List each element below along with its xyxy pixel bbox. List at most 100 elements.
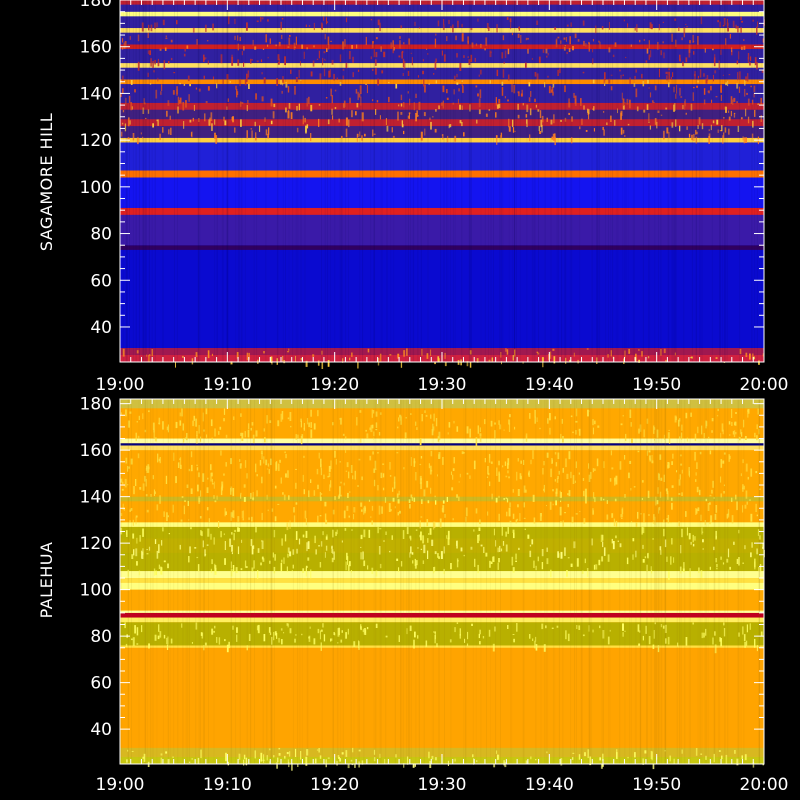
palehua-speckle <box>195 418 197 427</box>
palehua-speckle <box>671 538 673 545</box>
palehua-streak <box>203 399 205 764</box>
palehua-speckle <box>207 477 209 480</box>
sagamore-hill-speckle <box>170 39 173 43</box>
palehua-speckle <box>658 473 660 481</box>
palehua-speckle <box>488 472 490 476</box>
palehua-band <box>120 443 764 446</box>
palehua-speckle <box>266 468 269 470</box>
sagamore-hill-speckle <box>334 89 337 92</box>
palehua-speckle <box>346 552 348 560</box>
sagamore-hill-speckle <box>470 54 473 63</box>
palehua-speckle <box>434 631 436 634</box>
palehua-speckle <box>260 450 263 455</box>
sagamore-hill-streak <box>334 0 336 362</box>
palehua-speckle <box>347 628 349 635</box>
sagamore-hill-speckle <box>583 105 585 110</box>
sagamore-hill-speckle <box>277 61 280 65</box>
palehua-streak <box>400 399 402 764</box>
sagamore-hill-speckle <box>730 110 732 117</box>
sagamore-hill-streak <box>413 0 415 362</box>
palehua-streak <box>120 399 122 764</box>
palehua-streak <box>629 399 631 764</box>
palehua-speckle <box>517 489 520 496</box>
sagamore-hill-speckle <box>358 93 361 98</box>
sagamore-hill-speckle <box>653 102 655 103</box>
sagamore-hill-speckle <box>272 111 275 119</box>
sagamore-hill-speckle <box>548 85 551 94</box>
sagamore-hill-speckle <box>173 72 176 74</box>
palehua-streak <box>433 399 434 764</box>
palehua-speckle <box>638 428 640 434</box>
sagamore-hill-speckle <box>305 360 308 367</box>
palehua-speckle <box>505 531 507 537</box>
palehua-speckle <box>367 565 369 570</box>
palehua-speckle <box>325 759 327 768</box>
palehua-speckle <box>278 753 281 756</box>
palehua-speckle <box>645 625 647 634</box>
sagamore-hill-speckle <box>684 101 686 110</box>
palehua-speckle <box>180 464 182 469</box>
sagamore-hill-speckle <box>137 34 140 42</box>
palehua-streak <box>475 399 477 764</box>
palehua-speckle <box>508 476 510 479</box>
sagamore-hill-speckle <box>370 19 373 21</box>
palehua-speckle <box>505 475 508 478</box>
sagamore-hill-streak <box>410 0 412 362</box>
sagamore-hill-speckle <box>434 128 437 133</box>
palehua-speckle <box>638 630 641 633</box>
palehua-streak <box>740 399 742 764</box>
palehua-speckle <box>393 481 396 489</box>
palehua-speckle <box>414 564 417 569</box>
sagamore-hill-x-tick-label: 19:00 <box>96 375 145 395</box>
sagamore-hill-speckle <box>574 33 577 39</box>
sagamore-hill-speckle <box>193 104 195 111</box>
palehua-speckle <box>599 625 601 629</box>
palehua-speckle <box>166 426 169 431</box>
palehua-speckle <box>196 464 198 466</box>
palehua-speckle <box>345 561 347 571</box>
palehua-streak <box>535 399 537 764</box>
sagamore-hill-speckle <box>125 97 127 106</box>
sagamore-hill-speckle <box>706 75 709 81</box>
palehua-speckle <box>512 513 515 519</box>
sagamore-hill-speckle <box>270 120 273 125</box>
palehua-speckle <box>266 494 268 500</box>
sagamore-hill-streak <box>500 0 501 362</box>
palehua-speckle <box>280 477 282 484</box>
sagamore-hill-speckle <box>348 51 351 60</box>
sagamore-hill-speckle <box>248 352 250 360</box>
palehua-speckle <box>328 465 331 472</box>
palehua-speckle <box>208 518 210 523</box>
palehua-speckle <box>678 521 680 527</box>
palehua-speckle <box>528 472 530 476</box>
sagamore-hill-streak <box>711 0 713 362</box>
sagamore-hill-speckle <box>397 353 400 359</box>
sagamore-hill-speckle <box>162 19 165 26</box>
palehua-speckle <box>720 432 722 438</box>
palehua-streak <box>150 399 152 764</box>
palehua-speckle <box>375 429 378 431</box>
palehua-speckle <box>671 502 673 510</box>
palehua-speckle <box>225 434 228 438</box>
palehua-speckle <box>620 514 622 518</box>
sagamore-hill-speckle <box>407 91 409 94</box>
palehua-speckle <box>619 461 622 470</box>
sagamore-hill-speckle <box>501 81 504 86</box>
sagamore-hill-streak <box>386 0 388 362</box>
palehua-speckle <box>721 423 724 432</box>
sagamore-hill-speckle <box>296 106 298 111</box>
palehua-x-ticks: 19:00 19:10 19:20 19:30 19:40 19:50 20:00 <box>96 399 789 795</box>
palehua-speckle <box>549 501 552 510</box>
palehua-speckle <box>409 625 412 631</box>
sagamore-hill-speckle <box>130 80 133 85</box>
sagamore-hill-streak <box>632 0 634 362</box>
sagamore-hill-speckle <box>555 38 558 48</box>
sagamore-hill-speckle <box>398 104 400 107</box>
sagamore-hill-streak <box>622 0 624 362</box>
palehua-speckle <box>225 462 227 467</box>
sagamore-hill-speckle <box>624 135 626 137</box>
sagamore-hill-speckle <box>668 71 670 80</box>
palehua-speckle <box>244 460 247 468</box>
sagamore-hill-speckle <box>343 100 346 108</box>
palehua-speckle <box>269 560 271 564</box>
